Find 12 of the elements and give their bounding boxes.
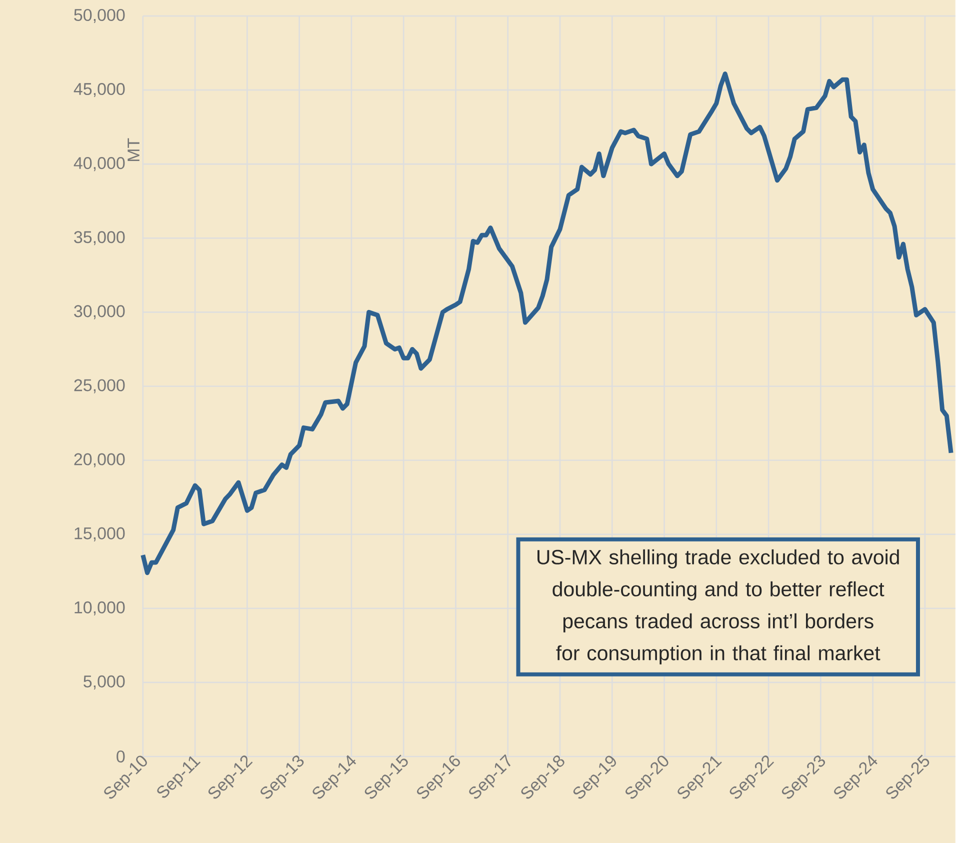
annotation: US-MX shelling trade excluded to avoid double-counting and to better reflect pecans traded across int’l borders for consumption in that final market [538, 549, 899, 664]
y-tick-label: 35,000 [74, 230, 125, 245]
y-tick-label: 20,000 [74, 453, 125, 468]
y-tick-label: 30,000 [74, 304, 125, 319]
y-tick-label: 45,000 [74, 82, 125, 97]
y-tick-label: 25,000 [74, 379, 125, 394]
y-tick-label: 50,000 [74, 8, 125, 23]
y-tick-label: 5,000 [84, 675, 125, 690]
y-axis-title: MT [128, 138, 140, 161]
y-tick-label: 40,000 [74, 156, 125, 171]
y-tick-label: 15,000 [74, 527, 125, 542]
y-tick-label: 10,000 [74, 601, 125, 616]
